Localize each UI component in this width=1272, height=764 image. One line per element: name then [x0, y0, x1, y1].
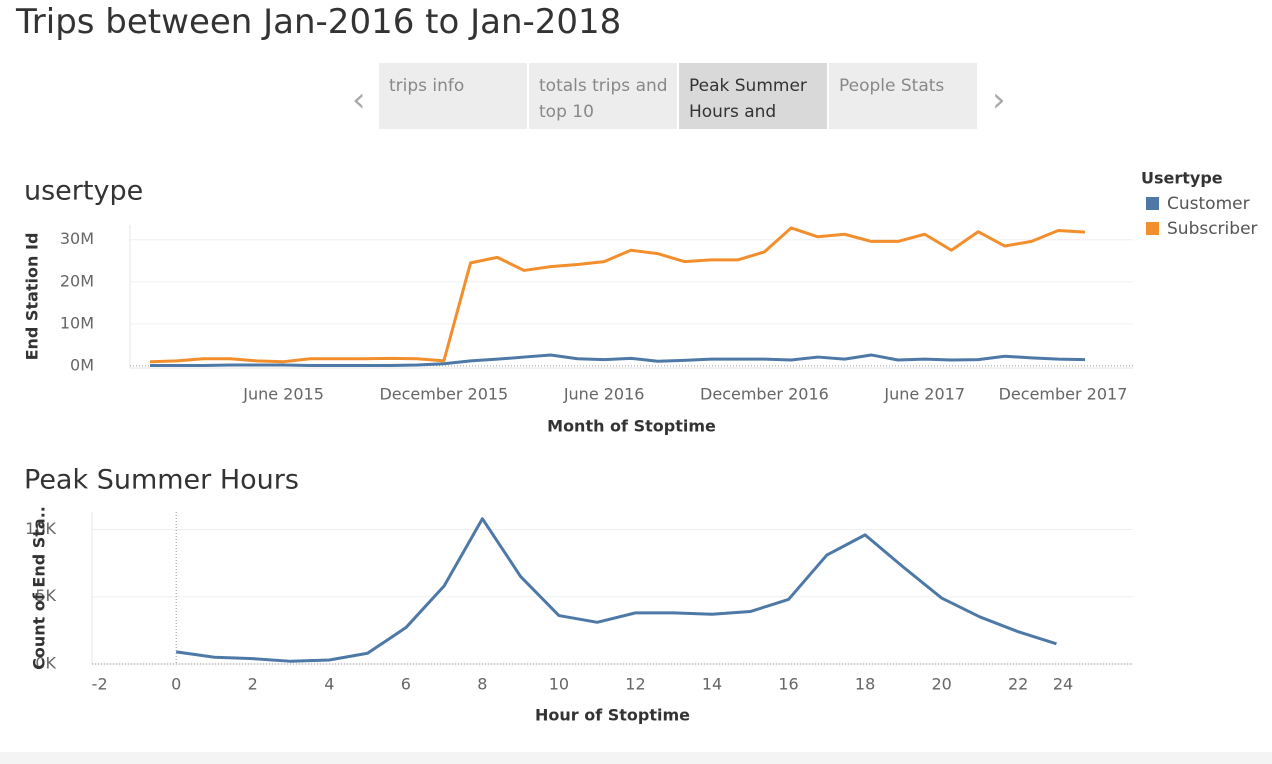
x-tick-label: 0 — [171, 675, 181, 694]
x-tick-label: December 2016 — [700, 385, 829, 404]
x-axis-title: Hour of Stoptime — [535, 706, 690, 725]
y-tick-label: 20M — [60, 271, 94, 290]
legend-title: Usertype — [1141, 169, 1223, 188]
x-tick-label: 6 — [401, 675, 411, 694]
x-tick-label: 4 — [324, 675, 334, 694]
next-arrow[interactable]: › — [992, 80, 1006, 120]
chart-title: usertype — [24, 176, 143, 207]
x-tick-label: 2 — [248, 675, 258, 694]
legend-swatch — [1146, 197, 1159, 210]
tab-strip: trips info totals trips and top 10 Peak Su… — [379, 63, 977, 129]
tab[interactable]: People Stats — [829, 63, 977, 129]
y-tick-label: 30M — [60, 229, 94, 248]
chart-title: Peak Summer Hours — [24, 465, 299, 496]
x-tick-label: 12 — [625, 675, 645, 694]
x-tick-label: June 2016 — [563, 385, 645, 404]
y-axis-title: End Station Id — [23, 233, 42, 361]
y-tick-label: 5K — [35, 586, 56, 605]
x-tick-label: June 2017 — [883, 385, 965, 404]
legend-label: Customer — [1167, 194, 1250, 214]
x-tick-label: 8 — [477, 675, 487, 694]
series-line — [175, 517, 1057, 663]
dashboard-title: Trips between Jan-2016 to Jan-2018 — [16, 2, 622, 42]
prev-arrow[interactable]: ‹ — [352, 80, 366, 120]
y-tick-label: 0M — [70, 355, 94, 374]
x-axis-title: Month of Stoptime — [547, 417, 716, 436]
x-tick-label: 14 — [702, 675, 722, 694]
x-tick-label: 24 — [1053, 675, 1073, 694]
series-line — [150, 353, 1086, 367]
y-tick-label: 10K — [25, 519, 56, 538]
x-tick-label: 22 — [1008, 675, 1028, 694]
y-tick-label: 0K — [35, 654, 56, 673]
series-line — [149, 226, 1086, 364]
tab[interactable]: Peak Summer Hours and — [679, 63, 827, 129]
x-tick-label: 16 — [778, 675, 798, 694]
x-tick-label: June 2015 — [242, 385, 324, 404]
x-tick-label: -2 — [92, 675, 108, 694]
x-tick-label: December 2017 — [999, 385, 1128, 404]
y-axis-title: Count of End Sta.. — [30, 506, 49, 670]
legend-label: Subscriber — [1167, 219, 1258, 239]
x-tick-label: 10 — [549, 675, 569, 694]
x-tick-label: December 2015 — [379, 385, 508, 404]
tab[interactable]: totals trips and top 10 — [529, 63, 677, 129]
x-tick-label: 20 — [931, 675, 951, 694]
tab[interactable]: trips info — [379, 63, 527, 129]
footer-strip — [0, 752, 1272, 764]
y-tick-label: 10M — [60, 313, 94, 332]
x-tick-label: 18 — [855, 675, 875, 694]
legend-swatch — [1146, 222, 1159, 235]
